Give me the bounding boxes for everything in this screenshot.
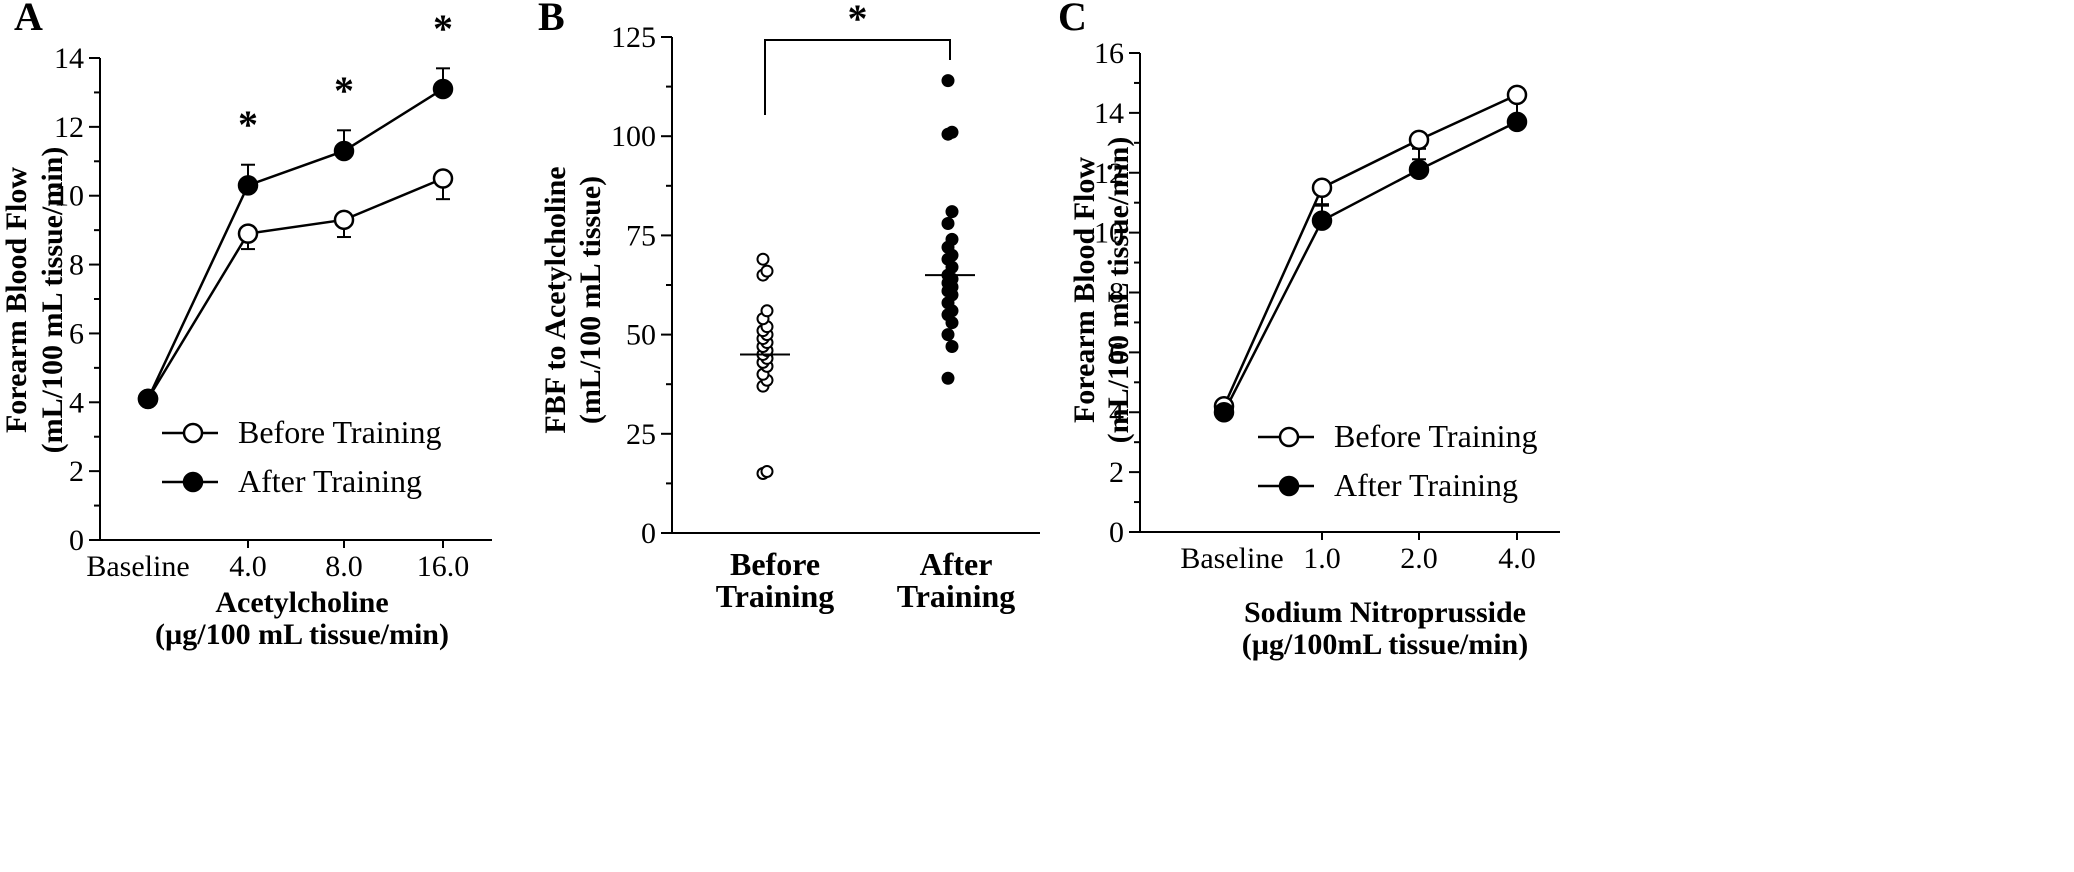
data-point-after: [1506, 111, 1528, 133]
panel-letter: B: [538, 0, 565, 39]
y-axis-title: Forearm Blood Flow: [1068, 157, 1101, 423]
y-tick-label: 6: [69, 317, 84, 350]
data-point-before: [432, 168, 454, 189]
y-tick-label: 6: [1109, 336, 1124, 369]
data-point-after: [333, 140, 355, 162]
x-tick-label: 8.0: [325, 550, 363, 583]
data-point-after: [1408, 159, 1430, 181]
legend-label: After Training: [1334, 467, 1518, 503]
legend-marker: [1278, 426, 1300, 448]
y-tick-label: 16: [1094, 37, 1124, 70]
data-point-after: [941, 74, 955, 88]
y-axis-title: (mL/100 mL tissue/min): [36, 147, 69, 454]
x-tick-label: 4.0: [229, 550, 267, 583]
legend-label: Before Training: [1334, 418, 1538, 454]
y-tick-label: 0: [1109, 516, 1124, 549]
x-tick-label: 4.0: [1498, 542, 1536, 575]
y-tick-label: 12: [1094, 157, 1124, 190]
legend-label: Before Training: [238, 414, 442, 450]
y-tick-label: 125: [611, 21, 656, 54]
y-tick-label: 2: [69, 455, 84, 488]
data-point-after: [137, 388, 159, 410]
y-tick-label: 2: [1109, 456, 1124, 489]
significance-star: *: [334, 68, 354, 113]
x-axis-title: (µg/100 mL tissue/min): [155, 618, 449, 651]
data-point-before: [1408, 129, 1430, 151]
x-tick-label: 16.0: [417, 550, 470, 583]
y-tick-label: 100: [611, 120, 656, 153]
y-tick-label: 50: [626, 319, 656, 352]
x-tick-label: 1.0: [1303, 542, 1341, 575]
x-tick-label: Baseline: [1180, 542, 1283, 575]
y-axis-title: FBF to Acetylcholine: [539, 166, 572, 433]
data-point-after: [1311, 210, 1333, 231]
series-line: [146, 87, 444, 400]
panel-c: C 0 2 4 6 8 10 12 14 16 Forearm Blood Flow (mL/100 …: [1058, 0, 1560, 661]
series-line: [1222, 120, 1518, 413]
data-point-after: [432, 78, 454, 100]
data-point-before: [237, 223, 259, 244]
data-point-before: [333, 209, 355, 231]
y-tick-label: 0: [69, 524, 84, 557]
x-tick-label: 2.0: [1400, 542, 1438, 575]
data-point-before: [756, 252, 770, 266]
category-label: Training: [716, 578, 835, 614]
data-point-before: [760, 464, 774, 478]
legend-label: After Training: [238, 463, 422, 499]
category-label: Before: [730, 546, 820, 582]
legend-marker: [1278, 475, 1300, 497]
y-tick-label: 14: [54, 42, 84, 75]
series-line: [146, 177, 444, 400]
significance-star: *: [848, 0, 868, 41]
panel-b: B 0 25 50 75 100 125 FBF to Acetylcholine (mL/10…: [538, 0, 1040, 614]
data-point-after: [941, 371, 955, 385]
category-label: After: [920, 546, 993, 582]
data-point-after: [941, 216, 955, 230]
y-axis-title: (mL/100 mL tissue/min): [1102, 137, 1135, 444]
significance-bracket: [764, 39, 951, 115]
x-tick-label: Baseline: [86, 550, 189, 583]
data-point-before: [1311, 177, 1333, 198]
x-axis-title: Acetylcholine: [215, 586, 388, 619]
panel-a: A 0 2 4 6 8 10 12 14 Forearm Blood Flow (mL/100 mL…: [0, 0, 492, 651]
category-label: Training: [897, 578, 1016, 614]
legend-marker: [182, 471, 204, 493]
panel-letter: A: [14, 0, 43, 39]
significance-star: *: [433, 6, 453, 51]
y-tick-label: 14: [1094, 97, 1124, 130]
significance-star: *: [238, 102, 258, 147]
y-tick-label: 25: [626, 418, 656, 451]
data-point-before: [760, 264, 774, 278]
data-point-after: [945, 340, 959, 354]
y-tick-label: 4: [1109, 396, 1124, 429]
y-tick-label: 10: [54, 180, 84, 213]
y-tick-label: 8: [1109, 277, 1124, 310]
series-line: [1222, 93, 1518, 407]
y-tick-label: 4: [69, 386, 84, 419]
data-point-after: [941, 328, 955, 342]
y-axis-title: (mL/100 mL tissue): [574, 176, 607, 424]
x-axis-title: (µg/100mL tissue/min): [1242, 628, 1528, 661]
y-axis-title: Forearm Blood Flow: [0, 167, 33, 433]
x-axis-title: Sodium Nitroprusside: [1244, 596, 1526, 629]
data-point-after: [945, 232, 959, 246]
y-tick-label: 8: [69, 249, 84, 282]
data-point-after: [945, 205, 959, 219]
y-tick-label: 0: [641, 517, 656, 550]
y-tick-label: 10: [1094, 217, 1124, 250]
data-point-before: [760, 304, 774, 318]
data-point-after: [237, 175, 259, 196]
data-point-after: [1213, 402, 1235, 423]
data-point-after: [945, 125, 959, 139]
y-tick-label: 75: [626, 219, 656, 252]
legend-marker: [182, 422, 204, 444]
y-tick-label: 12: [54, 111, 84, 144]
data-point-before: [1506, 84, 1528, 106]
panel-letter: C: [1058, 0, 1087, 39]
